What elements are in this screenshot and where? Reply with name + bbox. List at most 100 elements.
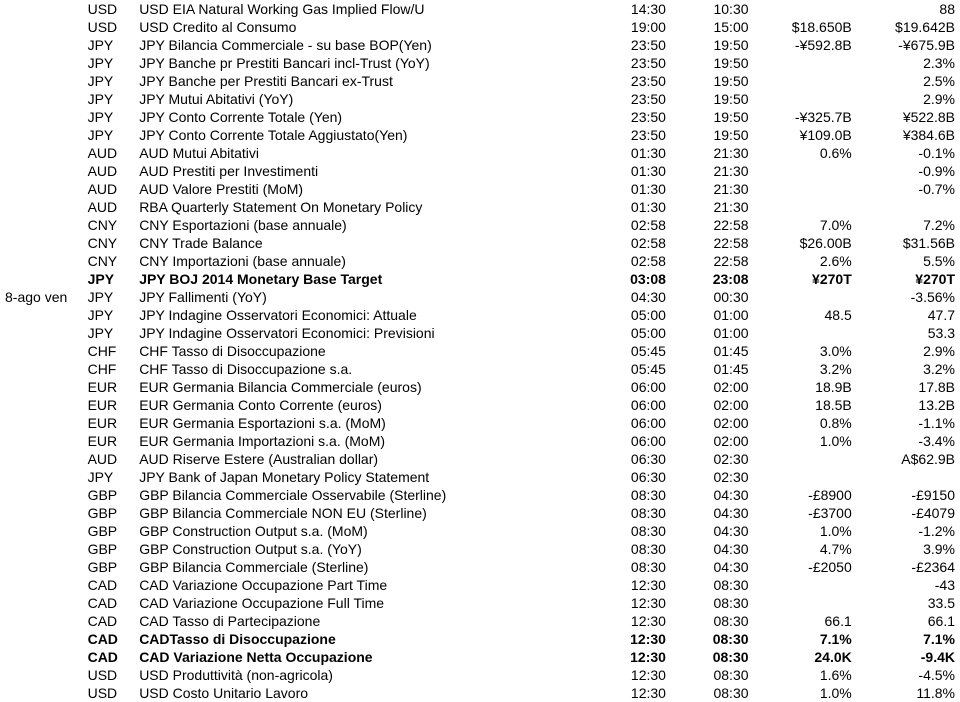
value1-cell: 1.0% [754,432,857,450]
time1-cell: 12:30 [588,594,671,612]
table-row: GBPGBP Construction Output s.a. (YoY)08:… [0,540,960,558]
time1-cell: 08:30 [588,522,671,540]
currency-cell: CNY [83,216,135,234]
time1-cell: 06:00 [588,396,671,414]
description-cell: USD Produttività (non-agricola) [134,666,588,684]
time1-cell: 12:30 [588,576,671,594]
time1-cell: 12:30 [588,612,671,630]
value2-cell: 7.2% [857,216,960,234]
currency-cell: USD [83,18,135,36]
time2-cell: 01:45 [671,360,754,378]
value1-cell: -£3700 [754,504,857,522]
date-cell [0,270,83,288]
description-cell: JPY Banche pr Prestiti Bancari incl-Trus… [134,54,588,72]
value2-cell: ¥384.6B [857,126,960,144]
description-cell: JPY Mutui Abitativi (YoY) [134,90,588,108]
description-cell: EUR Germania Esportazioni s.a. (MoM) [134,414,588,432]
value1-cell: 18.5B [754,396,857,414]
time2-cell: 04:30 [671,522,754,540]
value1-cell: $26.00B [754,234,857,252]
value2-cell: -3.4% [857,432,960,450]
value1-cell: 24.0K [754,648,857,666]
value2-cell: -3.56% [857,288,960,306]
time1-cell: 01:30 [588,180,671,198]
date-cell [0,612,83,630]
time1-cell: 01:30 [588,198,671,216]
value1-cell: 1.6% [754,666,857,684]
description-cell: GBP Construction Output s.a. (YoY) [134,540,588,558]
time1-cell: 12:30 [588,684,671,702]
value2-cell: 5.5% [857,252,960,270]
currency-cell: JPY [83,54,135,72]
time1-cell: 05:45 [588,360,671,378]
value2-cell: 33.5 [857,594,960,612]
time2-cell: 01:00 [671,324,754,342]
value1-cell [754,90,857,108]
value1-cell: 4.7% [754,540,857,558]
currency-cell: CAD [83,630,135,648]
date-cell [0,378,83,396]
table-row: AUDAUD Valore Prestiti (MoM)01:3021:30-0… [0,180,960,198]
table-row: JPYJPY Indagine Osservatori Economici: P… [0,324,960,342]
description-cell: AUD Mutui Abitativi [134,144,588,162]
description-cell: USD Costo Unitario Lavoro [134,684,588,702]
value1-cell [754,576,857,594]
value2-cell: 2.9% [857,90,960,108]
table-row: JPYJPY Banche pr Prestiti Bancari incl-T… [0,54,960,72]
date-cell [0,342,83,360]
currency-cell: JPY [83,270,135,288]
time1-cell: 04:30 [588,288,671,306]
date-cell [0,522,83,540]
time2-cell: 15:00 [671,18,754,36]
currency-cell: CNY [83,252,135,270]
time2-cell: 08:30 [671,612,754,630]
description-cell: CAD Variazione Occupazione Full Time [134,594,588,612]
time1-cell: 06:30 [588,450,671,468]
table-row: AUDAUD Riserve Estere (Australian dollar… [0,450,960,468]
value1-cell [754,198,857,216]
date-cell [0,396,83,414]
value2-cell: 2.5% [857,72,960,90]
currency-cell: EUR [83,414,135,432]
time2-cell: 08:30 [671,594,754,612]
table-row: USDUSD EIA Natural Working Gas Implied F… [0,0,960,18]
date-cell [0,18,83,36]
date-cell [0,432,83,450]
table-row: USDUSD Credito al Consumo19:0015:00$18.6… [0,18,960,36]
table-row: CADCAD Variazione Occupazione Part Time1… [0,576,960,594]
value1-cell: $18.650B [754,18,857,36]
table-row: 8-ago venJPYJPY Fallimenti (YoY)04:3000:… [0,288,960,306]
table-row: EUREUR Germania Bilancia Commerciale (eu… [0,378,960,396]
description-cell: JPY Bilancia Commerciale - su base BOP(Y… [134,36,588,54]
time2-cell: 02:00 [671,432,754,450]
currency-cell: JPY [83,90,135,108]
table-row: AUDAUD Mutui Abitativi01:3021:300.6%-0.1… [0,144,960,162]
currency-cell: CHF [83,360,135,378]
value1-cell [754,468,857,486]
value2-cell: 7.1% [857,630,960,648]
date-cell [0,198,83,216]
time2-cell: 19:50 [671,36,754,54]
currency-cell: AUD [83,144,135,162]
value2-cell: ¥522.8B [857,108,960,126]
description-cell: EUR Germania Importazioni s.a. (MoM) [134,432,588,450]
currency-cell: AUD [83,450,135,468]
table-row: JPYJPY Indagine Osservatori Economici: A… [0,306,960,324]
time2-cell: 21:30 [671,144,754,162]
currency-cell: CAD [83,648,135,666]
table-row: CADCAD Tasso di Partecipazione12:3008:30… [0,612,960,630]
time1-cell: 23:50 [588,90,671,108]
value1-cell [754,324,857,342]
description-cell: JPY Bank of Japan Monetary Policy Statem… [134,468,588,486]
time2-cell: 02:30 [671,450,754,468]
table-row: CADCAD Variazione Netta Occupazione12:30… [0,648,960,666]
value2-cell: -4.5% [857,666,960,684]
time1-cell: 08:30 [588,540,671,558]
time2-cell: 02:30 [671,468,754,486]
time2-cell: 22:58 [671,216,754,234]
time2-cell: 21:30 [671,198,754,216]
description-cell: JPY BOJ 2014 Monetary Base Target [134,270,588,288]
description-cell: AUD Prestiti per Investimenti [134,162,588,180]
table-row: GBPGBP Bilancia Commerciale NON EU (Ster… [0,504,960,522]
value2-cell: -1.1% [857,414,960,432]
